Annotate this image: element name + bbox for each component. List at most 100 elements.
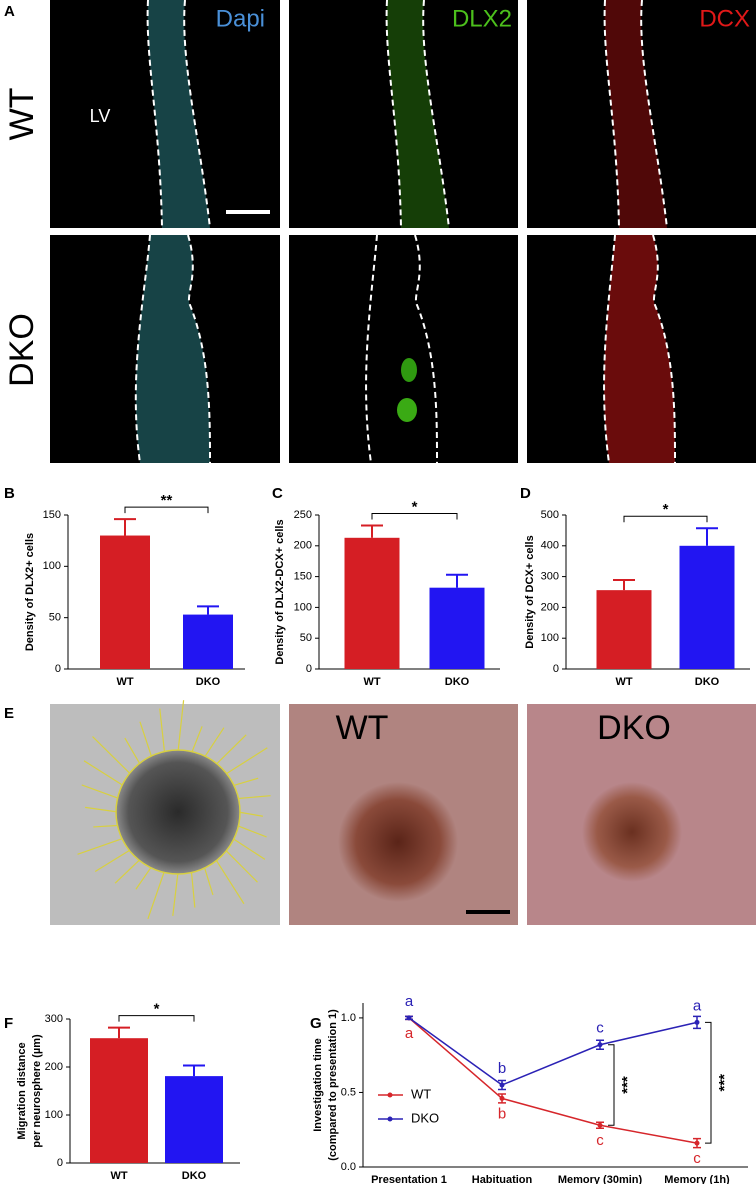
y-tick-label: 0 (57, 1157, 63, 1169)
row-label: WT (3, 88, 41, 141)
image-label: DKO (597, 709, 671, 747)
significance-bracket (705, 1021, 712, 1144)
y-axis-label: Density of DLX2-DCX+ cells (274, 519, 286, 664)
point (499, 1082, 505, 1088)
point (597, 1042, 603, 1048)
trace (224, 848, 258, 883)
x-tick-label: Habituation (472, 1174, 533, 1184)
line (408, 1017, 698, 1144)
trace (190, 870, 196, 908)
group-letter: c (596, 1132, 604, 1149)
bar (183, 614, 233, 669)
panel-letter: G (310, 1015, 322, 1032)
point (406, 1015, 412, 1021)
trace (83, 760, 125, 787)
legend-marker (387, 1092, 393, 1098)
legend-marker (387, 1116, 393, 1122)
significance: *** (619, 1076, 636, 1094)
x-tick-label: WT (615, 676, 632, 688)
trace (147, 870, 166, 920)
y-tick-label: 300 (45, 1013, 63, 1025)
channel-label: DCX (699, 5, 750, 32)
y-axis-label: per neurosphere (µm) (31, 1034, 43, 1148)
group-letter: a (405, 993, 414, 1010)
x-tick-label: Memory (1h) (664, 1174, 730, 1184)
region-label: LV (90, 106, 111, 126)
bar (100, 535, 150, 669)
significance: * (154, 1001, 160, 1018)
bar (344, 537, 400, 669)
y-axis-label: Migration distance (16, 1042, 28, 1139)
y-tick-label: 150 (43, 509, 61, 521)
trace (214, 734, 247, 766)
x-tick-label: WT (363, 676, 380, 688)
bar (165, 1076, 223, 1163)
trace (81, 784, 120, 800)
y-tick-label: 0 (306, 663, 312, 675)
panel-a-images (50, 0, 756, 464)
bar (90, 1038, 148, 1163)
significance-bracket (124, 506, 209, 514)
trace (237, 811, 263, 817)
y-tick-label: 100 (45, 1109, 63, 1121)
bar (679, 545, 735, 669)
y-tick-label: 200 (541, 601, 559, 613)
trace (203, 865, 214, 896)
y-tick-label: 200 (45, 1061, 63, 1073)
significance: * (412, 498, 418, 515)
y-tick-label: 0.0 (341, 1161, 356, 1173)
y-axis-label: Investigation time (312, 1038, 324, 1132)
y-tick-label: 0 (553, 663, 559, 675)
channel-label: DLX2 (452, 5, 512, 32)
row-label: DKO (3, 313, 41, 387)
panel-letter: E (4, 705, 14, 722)
image-label: WT (336, 709, 389, 747)
trace (92, 736, 132, 776)
y-tick-label: 1.0 (341, 1012, 356, 1024)
point (597, 1122, 603, 1128)
x-tick-label: Memory (30min) (558, 1174, 643, 1184)
y-tick-label: 100 (43, 560, 61, 572)
point (694, 1140, 700, 1146)
trace (203, 727, 225, 759)
trace (231, 837, 266, 860)
significance-bracket (118, 1015, 195, 1022)
y-tick-label: 50 (300, 632, 312, 644)
panel-letter: B (4, 485, 15, 502)
trace (94, 848, 132, 873)
panel-letter: C (272, 485, 283, 502)
group-letter: c (693, 1150, 701, 1167)
y-tick-label: 400 (541, 540, 559, 552)
trace (224, 747, 268, 776)
y-tick-label: 50 (49, 612, 61, 624)
group-letter: b (498, 1105, 506, 1122)
significance-bracket (623, 515, 708, 523)
y-tick-label: 200 (294, 540, 312, 552)
y-tick-label: 150 (294, 571, 312, 583)
x-tick-label: WT (110, 1170, 127, 1182)
y-tick-label: 0.5 (341, 1086, 356, 1098)
line (408, 1017, 698, 1086)
y-tick-label: 500 (541, 509, 559, 521)
x-tick-label: WT (116, 676, 133, 688)
group-letter: c (596, 1020, 604, 1037)
trace (231, 777, 259, 787)
y-axis-label: Density of DLX2+ cells (24, 533, 36, 651)
x-tick-label: DKO (695, 676, 720, 688)
bar (596, 590, 652, 669)
x-tick-label: Presentation 1 (371, 1174, 447, 1184)
y-tick-label: 250 (294, 509, 312, 521)
trace (77, 837, 125, 855)
trace (139, 721, 153, 759)
significance-bracket (608, 1044, 615, 1126)
trace (214, 858, 245, 905)
panel-letter: A (4, 3, 15, 20)
trace (114, 858, 142, 884)
x-tick-label: DKO (445, 676, 470, 688)
y-tick-label: 0 (55, 663, 61, 675)
y-tick-label: 100 (541, 632, 559, 644)
trace (85, 806, 119, 813)
bar (429, 587, 485, 669)
x-tick-label: DKO (196, 676, 221, 688)
